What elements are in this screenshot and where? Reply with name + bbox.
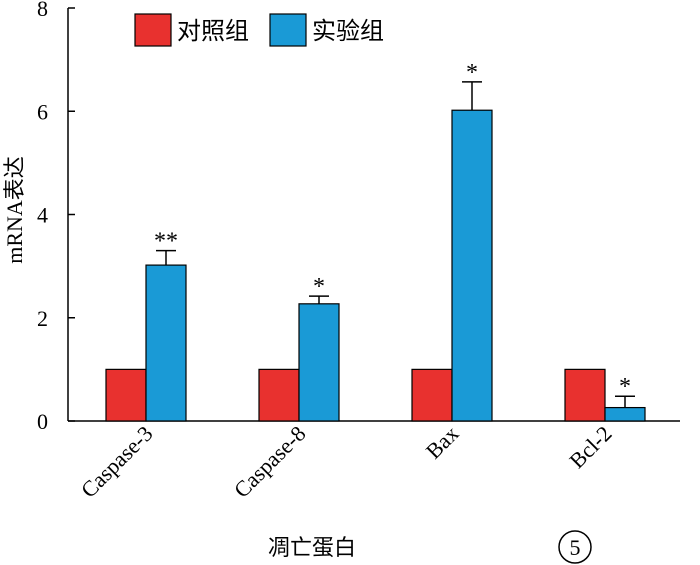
x-tick-label: Bax — [421, 421, 464, 464]
panel-label-circle — [558, 530, 592, 564]
significance-mark-0: ** — [154, 229, 178, 255]
bars: ***** — [105, 60, 646, 422]
bar-experiment-2 — [451, 109, 493, 422]
x-axis-label: 凋亡蛋白 — [268, 535, 356, 560]
bar-experiment-1 — [298, 303, 340, 422]
y-axis-label: mRNA表达 — [2, 156, 27, 264]
bar-experiment-3 — [604, 406, 646, 422]
significance-mark-2: * — [466, 60, 478, 86]
bar-experiment-0 — [145, 264, 187, 422]
x-tick-label: Bcl-2 — [564, 421, 616, 473]
y-tick-label: 2 — [37, 306, 48, 331]
legend: 对照组 实验组 — [134, 13, 384, 47]
significance-mark-1: * — [313, 274, 325, 300]
significance-mark-3: * — [619, 374, 631, 400]
panel-label: 5 — [558, 530, 592, 564]
legend-label-0: 对照组 — [177, 18, 249, 45]
y-tick-label: 6 — [37, 99, 48, 124]
y-tick-label: 0 — [37, 409, 48, 434]
legend-swatch-0 — [134, 13, 172, 47]
bar-control-1 — [258, 368, 300, 422]
y-tick-label: 4 — [37, 203, 48, 228]
bar-control-0 — [105, 368, 147, 422]
x-tick-label: Caspase-3 — [76, 421, 158, 503]
x-tick-label: Caspase-8 — [229, 421, 311, 503]
bar-control-2 — [411, 368, 453, 422]
y-tick-label: 8 — [37, 0, 48, 21]
axes: 0 2 4 6 8 Caspase-3 Caspase-8 Bax Bcl-2 — [37, 0, 680, 502]
bar-control-3 — [564, 368, 606, 422]
legend-label-1: 实验组 — [312, 18, 384, 45]
legend-swatch-1 — [269, 13, 307, 47]
panel-label-text: 5 — [570, 535, 581, 560]
